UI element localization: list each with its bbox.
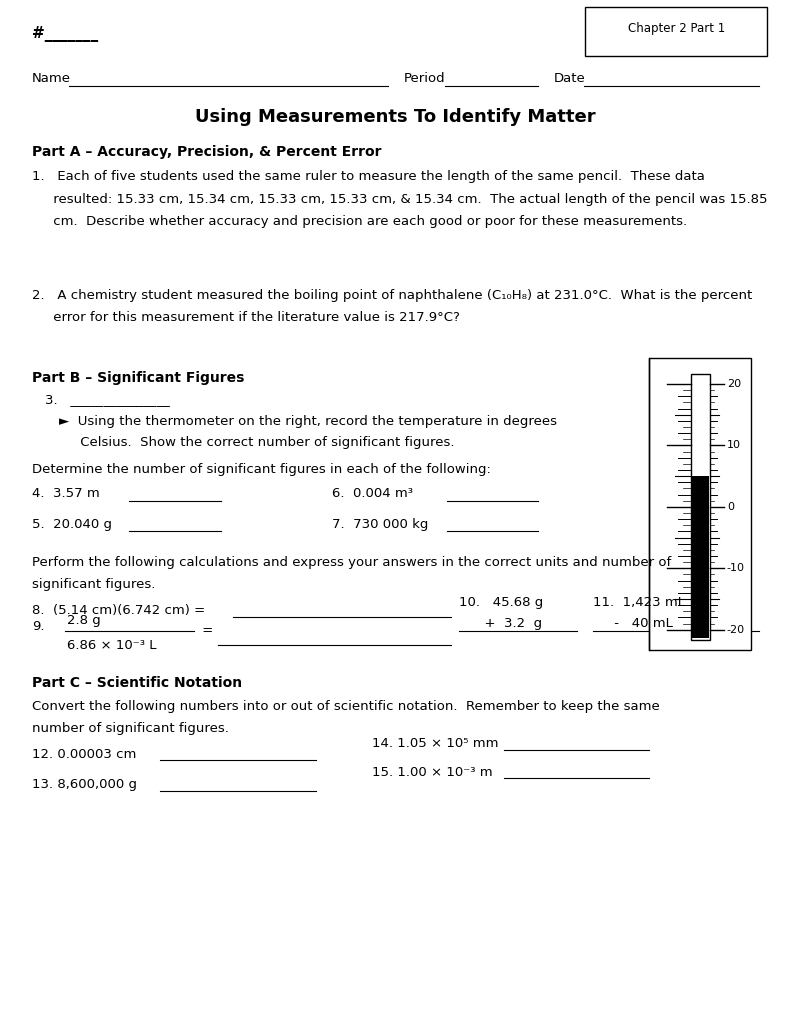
Text: 10.   45.68 g: 10. 45.68 g [459, 596, 543, 609]
FancyBboxPatch shape [585, 7, 767, 56]
Bar [691, 374, 710, 640]
Text: 7.  730 000 kg: 7. 730 000 kg [332, 518, 429, 531]
Text: -10: -10 [727, 563, 745, 573]
Bar [649, 358, 751, 650]
Text: 11.  1,423 mL: 11. 1,423 mL [593, 596, 685, 609]
Text: 9.: 9. [32, 620, 44, 633]
Text: ►  Using the thermometer on the right, record the temperature in degrees: ► Using the thermometer on the right, re… [59, 415, 558, 428]
Text: Perform the following calculations and express your answers in the correct units: Perform the following calculations and e… [32, 556, 671, 569]
Text: Convert the following numbers into or out of scientific notation.  Remember to k: Convert the following numbers into or ou… [32, 700, 660, 714]
Text: significant figures.: significant figures. [32, 578, 155, 591]
Text: Date: Date [554, 72, 585, 85]
Text: #_______: #_______ [32, 26, 98, 42]
Text: 2.   A chemistry student measured the boiling point of naphthalene (C₁₀H₈) at 23: 2. A chemistry student measured the boil… [32, 289, 752, 302]
Text: 6.86 × 10⁻³ L: 6.86 × 10⁻³ L [67, 639, 157, 652]
Text: Celsius.  Show the correct number of significant figures.: Celsius. Show the correct number of sign… [59, 436, 455, 450]
Text: Using Measurements To Identify Matter: Using Measurements To Identify Matter [195, 108, 596, 126]
Text: -   40 mL: - 40 mL [593, 617, 673, 631]
Text: 15. 1.00 × 10⁻³ m: 15. 1.00 × 10⁻³ m [372, 766, 492, 779]
Text: =: = [198, 625, 213, 637]
Text: +  3.2  g: + 3.2 g [459, 617, 542, 631]
Text: resulted: 15.33 cm, 15.34 cm, 15.33 cm, 15.33 cm, & 15.34 cm.  The actual length: resulted: 15.33 cm, 15.34 cm, 15.33 cm, … [32, 193, 767, 206]
Text: Part A – Accuracy, Precision, & Percent Error: Part A – Accuracy, Precision, & Percent … [32, 145, 381, 160]
Text: 10: 10 [727, 440, 741, 451]
Text: number of significant figures.: number of significant figures. [32, 722, 229, 735]
Text: Chapter 2 Part 1: Chapter 2 Part 1 [629, 23, 725, 35]
Text: 13. 8,600,000 g: 13. 8,600,000 g [32, 778, 137, 792]
Text: -20: -20 [727, 625, 745, 635]
Text: 4.  3.57 m: 4. 3.57 m [32, 487, 100, 501]
Text: 6.  0.004 m³: 6. 0.004 m³ [332, 487, 413, 501]
Text: Part C – Scientific Notation: Part C – Scientific Notation [32, 676, 242, 690]
Text: error for this measurement if the literature value is 217.9°C?: error for this measurement if the litera… [32, 311, 460, 325]
Text: 2.8 g: 2.8 g [67, 614, 101, 628]
Text: 3.   _______________: 3. _______________ [45, 393, 170, 407]
Text: Part B – Significant Figures: Part B – Significant Figures [32, 371, 244, 385]
Text: 0: 0 [727, 502, 734, 512]
Text: 14. 1.05 × 10⁵ mm: 14. 1.05 × 10⁵ mm [372, 737, 498, 751]
Text: 8.  (5.14 cm)(6.742 cm) =: 8. (5.14 cm)(6.742 cm) = [32, 604, 209, 617]
Text: 5.  20.040 g: 5. 20.040 g [32, 518, 112, 531]
Text: 20: 20 [727, 379, 741, 389]
Bar [691, 476, 709, 638]
Text: Period: Period [403, 72, 445, 85]
Text: cm.  Describe whether accuracy and precision are each good or poor for these mea: cm. Describe whether accuracy and precis… [32, 215, 687, 228]
Text: Name: Name [32, 72, 70, 85]
Text: Determine the number of significant figures in each of the following:: Determine the number of significant figu… [32, 463, 490, 476]
Text: 12. 0.00003 cm: 12. 0.00003 cm [32, 748, 136, 761]
Text: 1.   Each of five students used the same ruler to measure the length of the same: 1. Each of five students used the same r… [32, 170, 705, 183]
